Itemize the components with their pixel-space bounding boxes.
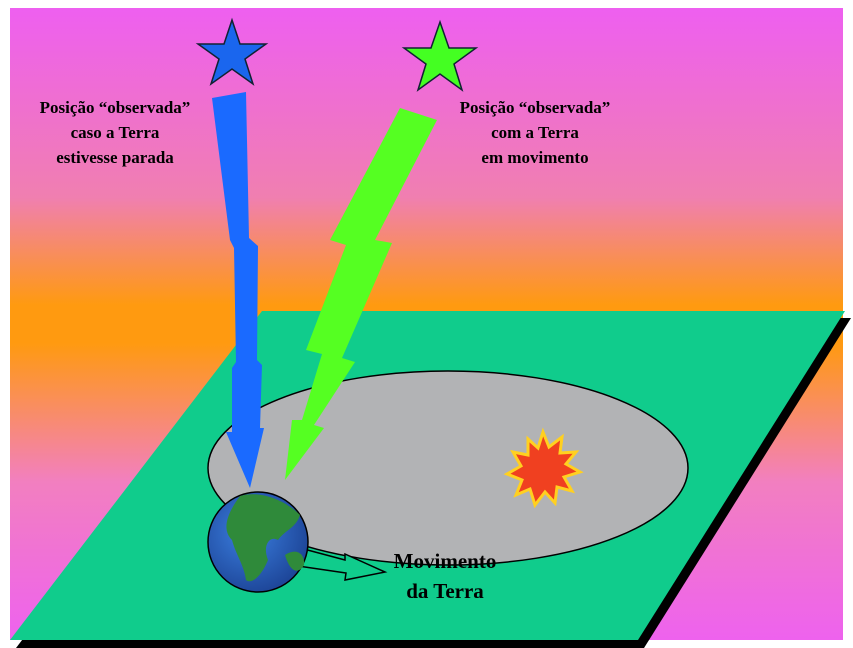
right-label: Posição “observada” bbox=[460, 98, 611, 117]
blue-arrow bbox=[212, 92, 264, 488]
left-label: estivesse parada bbox=[56, 148, 174, 167]
orbit bbox=[207, 370, 689, 566]
left-label: Posição “observada” bbox=[40, 98, 191, 117]
right-label: em movimento bbox=[481, 148, 588, 167]
sun bbox=[503, 427, 584, 509]
motion-label: da Terra bbox=[406, 579, 484, 603]
motion-label: Movimento bbox=[394, 549, 497, 573]
left-label: caso a Terra bbox=[71, 123, 160, 142]
earth-land bbox=[285, 551, 305, 571]
green-arrow bbox=[285, 108, 437, 480]
green-star bbox=[401, 19, 479, 92]
motion-arrow bbox=[297, 547, 388, 581]
blue-star bbox=[195, 17, 269, 86]
earth-land bbox=[226, 494, 300, 582]
right-label: com a Terra bbox=[491, 123, 579, 142]
